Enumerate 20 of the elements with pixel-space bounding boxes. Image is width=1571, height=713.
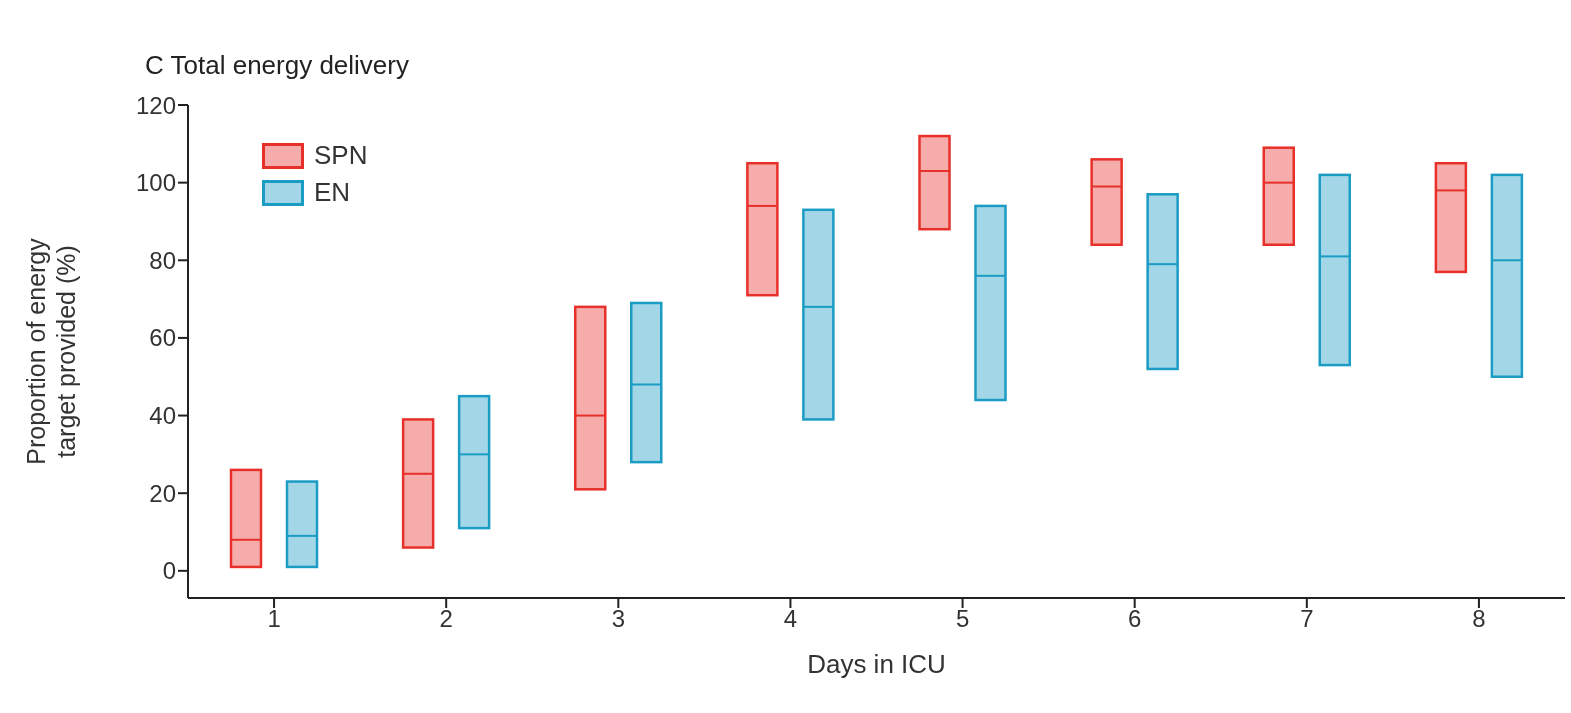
x-tick-label: 4 (783, 605, 798, 633)
x-tick-label: 2 (439, 605, 453, 633)
y-tick-label: 20 (149, 479, 176, 507)
y-tick-label: 80 (149, 246, 176, 274)
x-tick-label: 1 (267, 605, 281, 633)
y-tick-label: 0 (162, 557, 176, 585)
y-tick-label: 60 (149, 324, 176, 352)
x-axis-title: Days in ICU (807, 649, 946, 679)
legend-label: EN (314, 177, 351, 208)
x-tick-label: 7 (1300, 605, 1314, 633)
y-tick-label: 40 (149, 402, 176, 430)
x-tick-label: 3 (611, 605, 625, 633)
legend-label: SPN (314, 140, 368, 171)
x-tick-label: 5 (955, 605, 970, 633)
y-axis-title: Proportion of energy target provided (%) (22, 237, 80, 465)
x-tick-label: 8 (1472, 605, 1486, 633)
chart-title: C Total energy delivery (145, 50, 409, 81)
x-tick-label: 6 (1128, 605, 1142, 633)
y-tick-label: 120 (135, 91, 176, 119)
y-tick-label: 100 (135, 169, 176, 197)
